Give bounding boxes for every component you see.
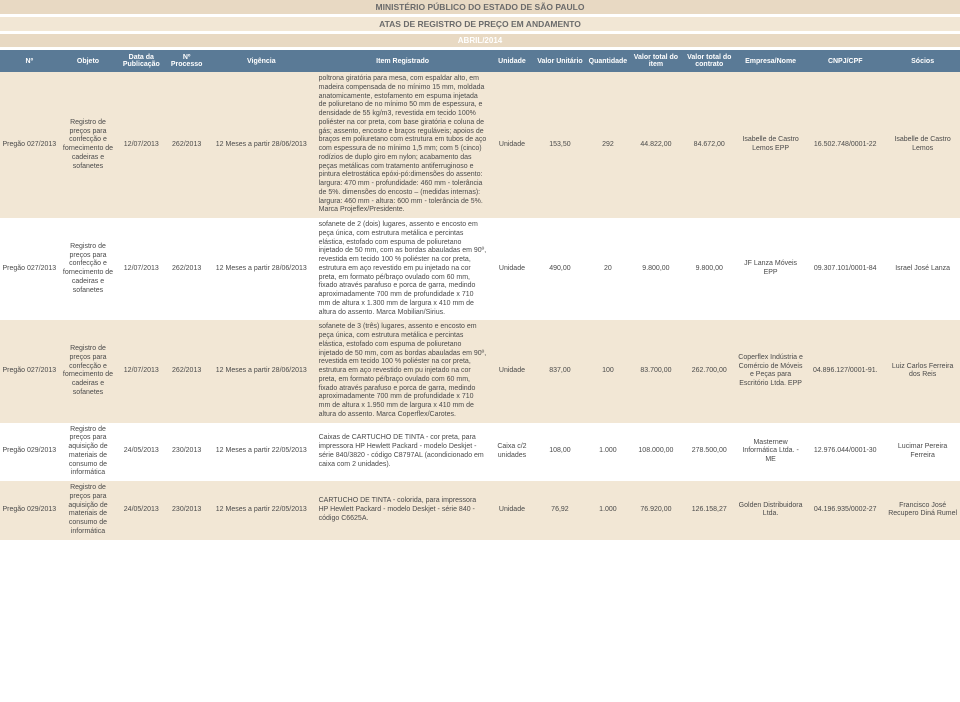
cell-vu: 108,00 — [533, 423, 586, 482]
cell-vti: 76.920,00 — [629, 481, 682, 540]
cell-vti: 83.700,00 — [629, 320, 682, 422]
cell-data: 24/05/2013 — [117, 481, 165, 540]
table-header-row: Nº Objeto Data da Publicação Nº Processo… — [0, 50, 960, 72]
cell-empresa: JF Lanza Móveis EPP — [736, 218, 805, 320]
cell-unidade: Unidade — [491, 320, 534, 422]
cell-vu: 837,00 — [533, 320, 586, 422]
col-header: Empresa/Nome — [736, 50, 805, 72]
cell-cnpj: 04.896.127/0001-91. — [805, 320, 885, 422]
table-body: Pregão 027/2013Registro de preços para c… — [0, 72, 960, 540]
col-header: Data da Publicação — [117, 50, 165, 72]
cell-n: Pregão 027/2013 — [0, 72, 59, 218]
cell-socios: Luiz Carlos Ferreira dos Reis — [885, 320, 960, 422]
cell-vtc: 126.158,27 — [683, 481, 736, 540]
cell-vtc: 84.672,00 — [683, 72, 736, 218]
cell-unidade: Unidade — [491, 481, 534, 540]
doc-period: ABRIL/2014 — [0, 34, 960, 47]
cell-vigencia: 12 Meses a partir 28/06/2013 — [208, 72, 315, 218]
cell-item: sofanete de 3 (três) lugares, assento e … — [315, 320, 491, 422]
col-header: Nº Processo — [165, 50, 208, 72]
cell-processo: 262/2013 — [165, 218, 208, 320]
cell-unidade: Unidade — [491, 218, 534, 320]
cell-socios: Isabelle de Castro Lemos — [885, 72, 960, 218]
cell-vigencia: 12 Meses a partir 22/05/2013 — [208, 481, 315, 540]
cell-socios: Israel José Lanza — [885, 218, 960, 320]
cell-item: Caixas de CARTUCHO DE TINTA - cor preta,… — [315, 423, 491, 482]
cell-data: 12/07/2013 — [117, 218, 165, 320]
cell-item: CARTUCHO DE TINTA - colorida, para impre… — [315, 481, 491, 540]
cell-objeto: Registro de preços para confecção e forn… — [59, 320, 118, 422]
cell-vti: 9.800,00 — [629, 218, 682, 320]
cell-data: 24/05/2013 — [117, 423, 165, 482]
cell-processo: 230/2013 — [165, 423, 208, 482]
cell-qtd: 1.000 — [587, 423, 630, 482]
cell-vu: 153,50 — [533, 72, 586, 218]
cell-objeto: Registro de preços para aquisição de mat… — [59, 481, 118, 540]
cell-vtc: 278.500,00 — [683, 423, 736, 482]
cell-empresa: Isabelle de Castro Lemos EPP — [736, 72, 805, 218]
cell-cnpj: 04.196.935/0002-27 — [805, 481, 885, 540]
cell-processo: 230/2013 — [165, 481, 208, 540]
cell-vigencia: 12 Meses a partir 28/06/2013 — [208, 218, 315, 320]
cell-cnpj: 09.307.101/0001-84 — [805, 218, 885, 320]
cell-vti: 108.000,00 — [629, 423, 682, 482]
cell-cnpj: 12.976.044/0001-30 — [805, 423, 885, 482]
cell-n: Pregão 027/2013 — [0, 320, 59, 422]
cell-qtd: 100 — [587, 320, 630, 422]
col-header: Valor total do contrato — [683, 50, 736, 72]
cell-unidade: Caixa c/2 unidades — [491, 423, 534, 482]
cell-n: Pregão 027/2013 — [0, 218, 59, 320]
table-row: Pregão 029/2013Registro de preços para a… — [0, 423, 960, 482]
table-row: Pregão 027/2013Registro de preços para c… — [0, 218, 960, 320]
col-header: Vigência — [208, 50, 315, 72]
cell-empresa: Masternew Informática Ltda. - ME — [736, 423, 805, 482]
col-header: Sócios — [885, 50, 960, 72]
cell-qtd: 20 — [587, 218, 630, 320]
doc-subtitle: ATAS DE REGISTRO DE PREÇO EM ANDAMENTO — [0, 17, 960, 31]
cell-socios: Francisco José Recupero Diná Rumel — [885, 481, 960, 540]
cell-processo: 262/2013 — [165, 72, 208, 218]
cell-objeto: Registro de preços para aquisição de mat… — [59, 423, 118, 482]
col-header: Unidade — [491, 50, 534, 72]
doc-title: MINISTÉRIO PÚBLICO DO ESTADO DE SÃO PAUL… — [0, 0, 960, 14]
cell-unidade: Unidade — [491, 72, 534, 218]
cell-data: 12/07/2013 — [117, 320, 165, 422]
cell-n: Pregão 029/2013 — [0, 481, 59, 540]
cell-vti: 44.822,00 — [629, 72, 682, 218]
cell-vigencia: 12 Meses a partir 28/06/2013 — [208, 320, 315, 422]
cell-item: poltrona giratória para mesa, com espald… — [315, 72, 491, 218]
price-registry-table: Nº Objeto Data da Publicação Nº Processo… — [0, 50, 960, 540]
cell-socios: Lucimar Pereira Ferreira — [885, 423, 960, 482]
cell-vtc: 262.700,00 — [683, 320, 736, 422]
table-row: Pregão 027/2013Registro de preços para c… — [0, 72, 960, 218]
cell-data: 12/07/2013 — [117, 72, 165, 218]
col-header: Valor total do item — [629, 50, 682, 72]
document-container: MINISTÉRIO PÚBLICO DO ESTADO DE SÃO PAUL… — [0, 0, 960, 540]
cell-vu: 490,00 — [533, 218, 586, 320]
cell-vu: 76,92 — [533, 481, 586, 540]
cell-qtd: 1.000 — [587, 481, 630, 540]
col-header: Valor Unitário — [533, 50, 586, 72]
col-header: Item Registrado — [315, 50, 491, 72]
cell-vtc: 9.800,00 — [683, 218, 736, 320]
table-row: Pregão 029/2013Registro de preços para a… — [0, 481, 960, 540]
cell-empresa: Golden Distribuidora Ltda. — [736, 481, 805, 540]
cell-empresa: Coperflex Indústria e Comércio de Móveis… — [736, 320, 805, 422]
col-header: Quantidade — [587, 50, 630, 72]
cell-cnpj: 16.502.748/0001-22 — [805, 72, 885, 218]
cell-n: Pregão 029/2013 — [0, 423, 59, 482]
col-header: Objeto — [59, 50, 118, 72]
table-row: Pregão 027/2013Registro de preços para c… — [0, 320, 960, 422]
cell-vigencia: 12 Meses a partir 22/05/2013 — [208, 423, 315, 482]
cell-objeto: Registro de preços para confecção e forn… — [59, 72, 118, 218]
cell-item: sofanete de 2 (dois) lugares, assento e … — [315, 218, 491, 320]
cell-objeto: Registro de preços para confecção e forn… — [59, 218, 118, 320]
cell-processo: 262/2013 — [165, 320, 208, 422]
col-header: Nº — [0, 50, 59, 72]
col-header: CNPJ/CPF — [805, 50, 885, 72]
cell-qtd: 292 — [587, 72, 630, 218]
